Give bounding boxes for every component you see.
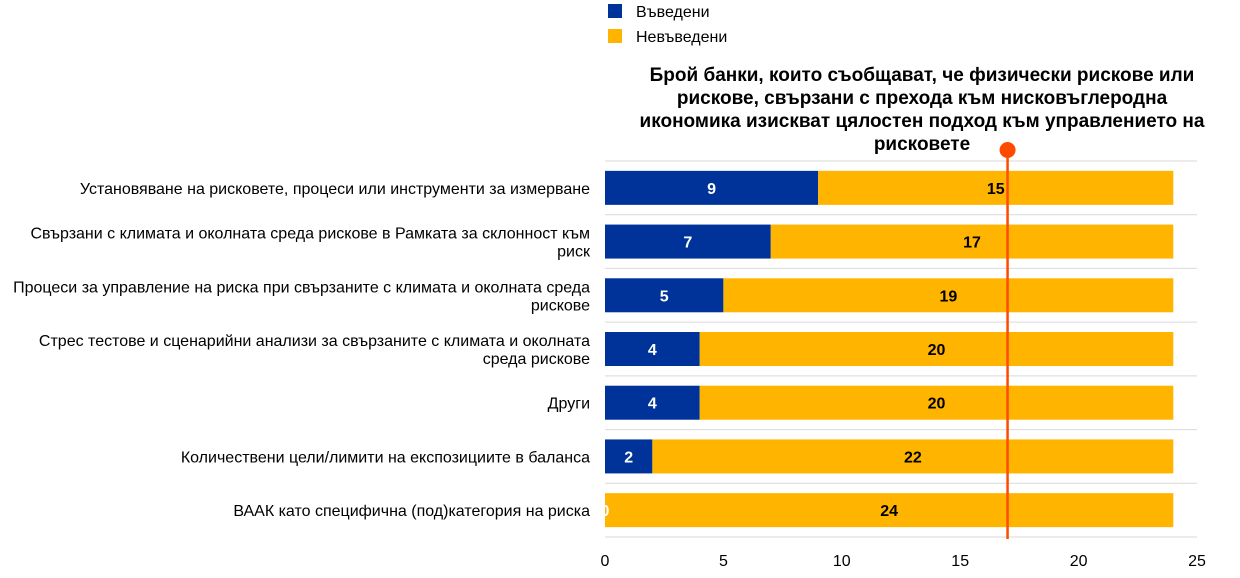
bar-not-introduced [770, 224, 1174, 259]
bar-value-label: 19 [939, 288, 957, 305]
bar-not-introduced [818, 170, 1174, 205]
bar-labels: 9 157 175 194 204 202 220 24 [601, 181, 1005, 520]
bar-not-introduced [605, 493, 1174, 528]
reference-marker [999, 142, 1016, 158]
bar-value-label: 7 [683, 235, 692, 252]
bar-introduced [605, 385, 700, 420]
legend: Въведени Невъведени [608, 4, 727, 46]
bars [605, 170, 1174, 528]
x-tick-label: 25 [1188, 553, 1206, 570]
grid-lines [605, 160, 1197, 538]
bar-introduced [605, 439, 653, 474]
bar-value-label: 0 [601, 503, 610, 520]
bar-introduced [605, 332, 700, 366]
legend-swatch [608, 4, 622, 18]
bar-introduced [605, 170, 819, 205]
bar-value-label: 22 [904, 449, 922, 466]
x-tick-label: 10 [833, 553, 851, 570]
bar-value-label: 5 [660, 288, 669, 305]
reference-line-group: Брой банки, които съобщават, че физическ… [640, 65, 1205, 539]
category-label: Установяване на рисковете, процеси или и… [80, 181, 590, 198]
bar-not-introduced [652, 439, 1174, 474]
bar-value-label: 4 [648, 396, 657, 413]
bar-introduced [605, 278, 724, 313]
category-labels: Установяване на рисковете, процеси или и… [13, 181, 591, 520]
bar-value-label: 4 [648, 342, 657, 359]
legend-label: Въведени [636, 4, 710, 21]
category-label: Процеси за управление на риска при свърз… [13, 279, 590, 314]
legend-swatch [608, 29, 622, 43]
category-label: Стрес тестове и сценарийни анализи за св… [39, 333, 590, 368]
category-label: Свързани с климата и околната среда риск… [30, 226, 591, 261]
legend-label: Невъведени [636, 29, 727, 46]
bar-value-label: 24 [880, 503, 898, 520]
bar-value-label: 17 [963, 235, 981, 252]
x-tick-label: 5 [719, 553, 728, 570]
reference-annotation: Брой банки, които съобщават, че физическ… [640, 65, 1205, 155]
bar-value-label: 2 [624, 449, 633, 466]
x-tick-label: 0 [601, 553, 610, 570]
bar-value-label: 9 [707, 181, 716, 198]
category-label: ВААК като специфична (под)категория на р… [233, 503, 590, 520]
x-axis-ticks: 0 5 10 15 20 25 [601, 553, 1206, 570]
bar-introduced [605, 224, 771, 259]
x-tick-label: 15 [951, 553, 969, 570]
bar-not-introduced [699, 385, 1174, 420]
category-label: Други [548, 396, 590, 413]
bar-value-label: 15 [987, 181, 1005, 198]
bar-not-introduced [699, 332, 1174, 366]
bar-not-introduced [723, 278, 1174, 313]
x-tick-label: 20 [1070, 553, 1088, 570]
bar-value-label: 20 [928, 396, 946, 413]
bar-value-label: 20 [928, 342, 946, 359]
category-label: Количествени цели/лимити на експозициите… [181, 449, 590, 466]
